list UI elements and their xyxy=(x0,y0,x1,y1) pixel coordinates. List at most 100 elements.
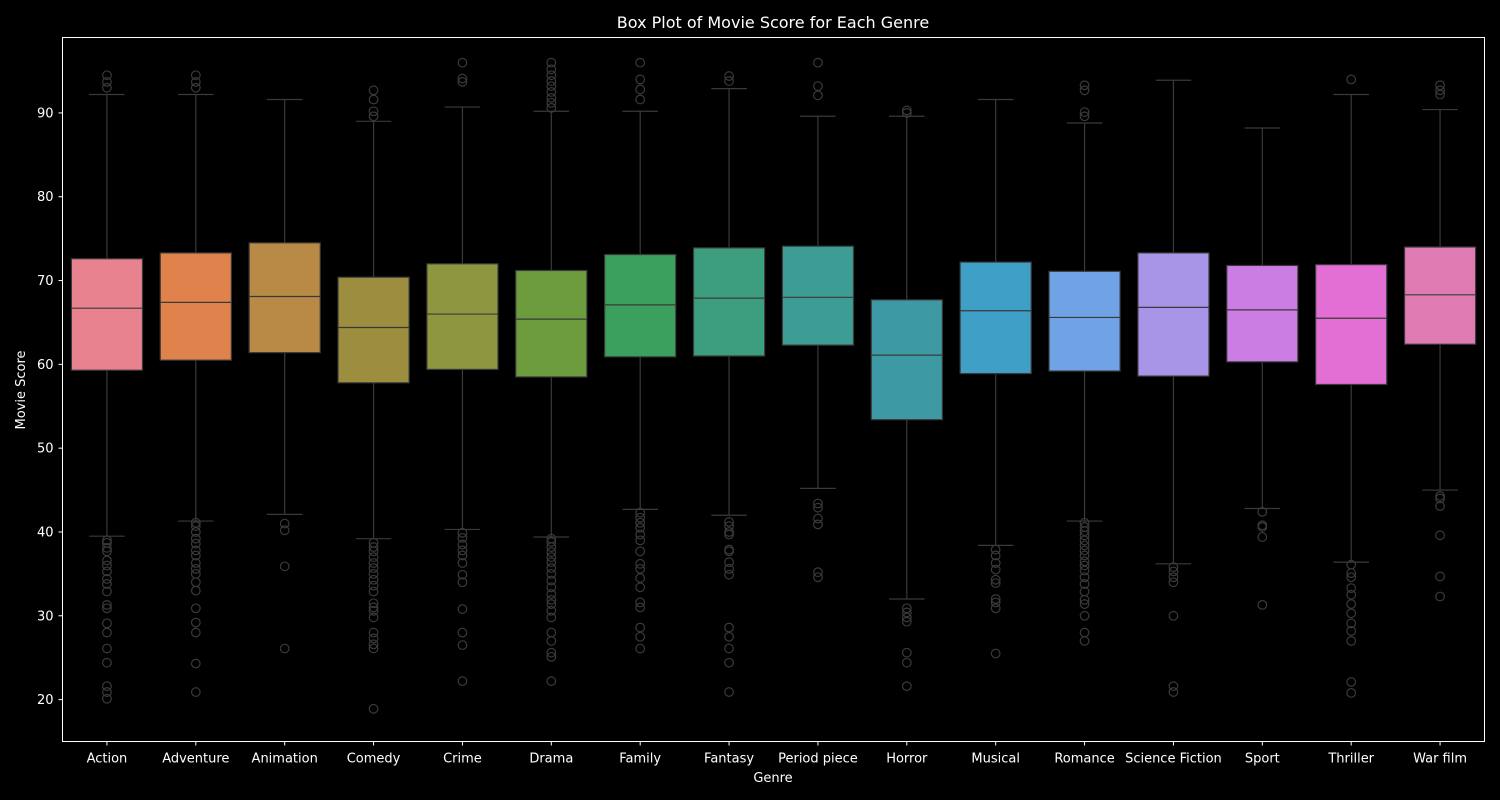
outlier-point xyxy=(102,566,112,577)
y-tick-label: 40 xyxy=(37,525,54,540)
outlier-point xyxy=(457,577,468,588)
outlier-point xyxy=(724,544,734,555)
outlier-point xyxy=(990,594,1001,604)
outlier-point xyxy=(1435,571,1445,582)
outlier-point xyxy=(368,552,379,563)
outlier-point xyxy=(457,545,468,556)
outlier-point xyxy=(102,586,112,597)
outlier-point xyxy=(635,529,646,540)
outlier-point xyxy=(635,517,646,528)
outlier-point xyxy=(901,607,912,618)
outlier-point xyxy=(1168,681,1179,692)
iqr-box xyxy=(870,299,943,421)
outlier-point xyxy=(724,657,734,668)
outlier-point xyxy=(1346,608,1357,619)
outlier-point xyxy=(1079,572,1090,583)
outlier-point xyxy=(457,57,468,68)
outlier-point xyxy=(546,537,557,547)
outlier-point xyxy=(546,102,557,113)
outlier-point xyxy=(368,85,379,96)
plot-frame xyxy=(62,37,1485,742)
chart-title: Box Plot of Movie Score for Each Genre xyxy=(617,13,929,32)
outlier-point xyxy=(1079,80,1090,91)
outlier-point xyxy=(1168,562,1179,573)
outlier-point xyxy=(635,507,646,518)
outlier-point xyxy=(1079,550,1090,561)
box-3 xyxy=(337,85,410,714)
x-tick-label: Period piece xyxy=(778,752,858,767)
outlier-point xyxy=(190,627,201,638)
outlier-point xyxy=(546,57,557,68)
iqr-box xyxy=(1403,246,1477,345)
iqr-box xyxy=(1048,270,1121,372)
outlier-point xyxy=(635,573,646,583)
box-14 xyxy=(1315,74,1388,698)
outlier-point xyxy=(102,579,112,589)
iqr-box xyxy=(781,245,855,346)
outlier-point xyxy=(102,618,112,629)
x-tick-label: Sport xyxy=(1245,752,1280,767)
outlier-point xyxy=(1079,627,1090,638)
outlier-point xyxy=(901,612,912,623)
outlier-point xyxy=(1079,560,1090,571)
outlier-point xyxy=(102,687,112,697)
outlier-point xyxy=(102,560,112,571)
outlier-point xyxy=(1346,583,1357,594)
x-tick-label: Musical xyxy=(971,752,1020,767)
box-15 xyxy=(1403,80,1477,602)
outlier-point xyxy=(1079,111,1090,122)
outlier-point xyxy=(1079,586,1090,597)
outlier-point xyxy=(1079,540,1090,551)
outlier-point xyxy=(635,84,646,95)
iqr-box xyxy=(1315,264,1388,386)
outlier-point xyxy=(546,605,557,616)
outlier-point xyxy=(724,521,734,532)
outlier-point xyxy=(546,76,557,86)
box-2 xyxy=(248,98,321,654)
iqr-box xyxy=(70,258,144,371)
outlier-point xyxy=(368,580,379,591)
outlier-point xyxy=(190,563,201,574)
box-7 xyxy=(692,71,766,697)
outlier-point xyxy=(635,535,646,546)
outlier-point xyxy=(1435,89,1445,100)
outlier-point xyxy=(102,643,112,654)
axes: 20 30 40 50 60 70 80 90 Action Adventure Animation… xyxy=(37,106,1467,766)
outlier-point xyxy=(457,569,468,580)
outlier-point xyxy=(546,81,557,92)
outlier-point xyxy=(1346,677,1357,687)
outlier-point xyxy=(990,648,1001,659)
outlier-point xyxy=(102,657,112,668)
x-tick-label: Animation xyxy=(252,752,318,767)
outlier-point xyxy=(1079,565,1090,576)
outlier-point xyxy=(368,558,379,568)
outlier-point xyxy=(813,502,823,513)
outlier-point xyxy=(635,597,646,608)
outlier-point xyxy=(813,57,823,68)
outlier-point xyxy=(901,105,912,116)
outlier-point xyxy=(724,563,734,574)
outlier-point xyxy=(546,552,557,563)
outlier-point xyxy=(457,532,468,543)
y-tick-label: 20 xyxy=(37,693,54,708)
outlier-point xyxy=(457,604,468,614)
outlier-point xyxy=(1435,501,1445,511)
outlier-point xyxy=(635,546,646,557)
outlier-point xyxy=(813,519,823,530)
outlier-point xyxy=(635,57,646,68)
outlier-point xyxy=(190,70,201,81)
outlier-point xyxy=(457,627,468,638)
outlier-point xyxy=(546,97,557,108)
outlier-point xyxy=(546,533,557,544)
outlier-point xyxy=(546,575,557,586)
outlier-point xyxy=(1346,618,1357,629)
outlier-point xyxy=(190,577,201,588)
outlier-point xyxy=(1346,636,1357,646)
outlier-point xyxy=(190,687,201,697)
outlier-point xyxy=(546,612,557,623)
outlier-point xyxy=(546,599,557,609)
outlier-point xyxy=(368,627,379,638)
outlier-point xyxy=(990,544,1001,555)
outlier-point xyxy=(1257,599,1268,610)
iqr-box xyxy=(604,253,677,358)
